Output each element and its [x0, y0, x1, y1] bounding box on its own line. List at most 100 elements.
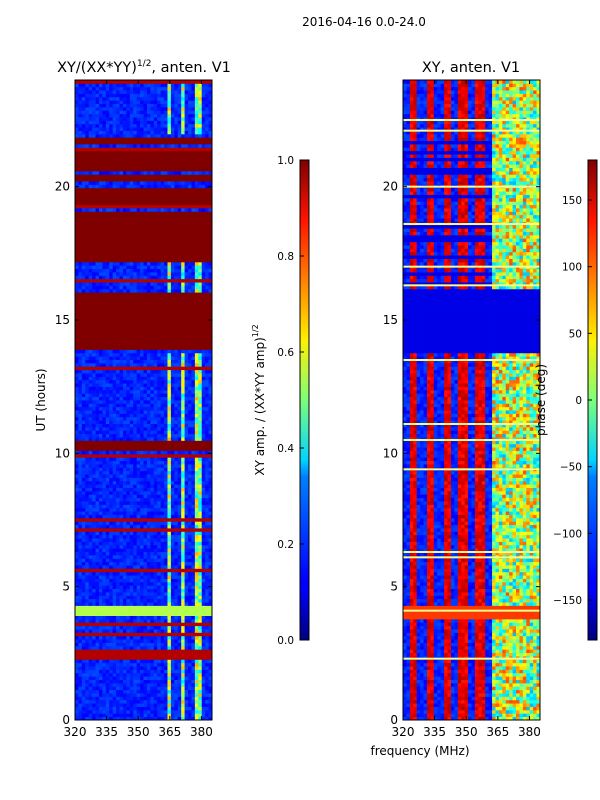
ratio-heat-cell — [129, 548, 134, 552]
ratio-heat-cell — [129, 477, 134, 482]
ratio-heat-cell — [109, 666, 114, 670]
ratio-heat-cell — [85, 608, 90, 613]
ratio-heat-cell — [177, 622, 182, 627]
ratio-heat-cell — [181, 534, 185, 539]
ratio-heat-cell — [208, 396, 213, 401]
ratio-heat-cell — [88, 420, 93, 424]
ratio-heat-cell — [170, 339, 175, 344]
ratio-heat-cell — [92, 602, 96, 606]
ratio-heat-cell — [198, 453, 203, 458]
ratio-heat-cell — [95, 645, 100, 650]
ratio-heat-cell — [157, 625, 162, 630]
ratio-heat-cell — [167, 487, 172, 492]
ratio-heat-cell — [75, 443, 79, 448]
ratio-heat-cell — [78, 346, 83, 350]
ratio-heat-cell — [194, 716, 199, 721]
ratio-heat-cell — [105, 416, 110, 421]
ratio-heat-cell — [146, 373, 151, 377]
ratio-heat-cell — [143, 470, 148, 475]
ratio-heat-cell — [167, 568, 172, 573]
ratio-heat-cell — [143, 312, 148, 317]
ratio-heat-cell — [167, 565, 172, 569]
ratio-heat-cell — [198, 693, 203, 697]
ratio-heat-cell — [109, 403, 114, 408]
ratio-heat-cell — [188, 528, 192, 532]
ratio-heat-cell — [95, 672, 100, 677]
ratio-heat-cell — [191, 430, 196, 435]
ratio-heat-cell — [188, 477, 192, 482]
ratio-heat-cell — [88, 571, 93, 576]
ratio-heat-cell — [85, 565, 90, 569]
ratio-heat-cell — [157, 460, 162, 465]
ratio-heat-cell — [146, 581, 151, 586]
ratio-heat-cell — [188, 359, 192, 364]
ratio-heat-cell — [126, 615, 131, 620]
ratio-heat-cell — [208, 501, 213, 505]
ratio-heat-cell — [164, 541, 168, 546]
ratio-heat-cell — [153, 551, 158, 556]
ratio-heat-cell — [153, 386, 158, 391]
ratio-heat-cell — [92, 369, 96, 374]
ratio-heat-cell — [102, 467, 107, 472]
ratio-heat-cell — [122, 369, 127, 374]
ratio-heat-cell — [150, 531, 155, 536]
ratio-heat-cell — [85, 336, 90, 340]
ratio-heat-cell — [102, 541, 107, 546]
ratio-heat-cell — [133, 645, 138, 650]
ratio-heat-cell — [194, 450, 199, 455]
ratio-heat-cell — [160, 504, 165, 509]
ratio-heat-cell — [112, 477, 117, 482]
ratio-heat-cell — [129, 430, 134, 435]
ratio-heat-cell — [181, 662, 185, 667]
ratio-heat-cell — [194, 659, 199, 664]
ratio-heat-cell — [174, 339, 179, 344]
ratio-heat-cell — [112, 642, 117, 647]
ratio-heat-cell — [164, 615, 168, 620]
ratio-heat-cell — [119, 494, 124, 499]
ratio-heat-cell — [98, 645, 103, 650]
ratio-heat-cell — [81, 336, 86, 340]
ratio-heat-cell — [122, 359, 127, 364]
ratio-heat-cell — [191, 376, 196, 381]
ratio-heat-cell — [174, 490, 179, 495]
ratio-heat-cell — [112, 305, 117, 310]
ratio-heat-cell — [167, 605, 172, 610]
ratio-heat-cell — [157, 565, 162, 569]
ratio-heat-cell — [105, 602, 110, 606]
ratio-heat-cell — [122, 517, 127, 522]
ratio-heat-cell — [126, 507, 131, 512]
ratio-heat-cell — [198, 514, 203, 519]
ratio-heat-cell — [136, 561, 141, 566]
ratio-heat-cell — [102, 386, 107, 391]
ratio-heat-cell — [95, 403, 100, 408]
ratio-heat-cell — [78, 531, 83, 536]
ratio-heat-cell — [85, 615, 90, 620]
ratio-heat-cell — [95, 312, 100, 317]
ratio-heat-cell — [129, 629, 134, 633]
ratio-heat-cell — [150, 548, 155, 552]
ratio-heat-cell — [201, 696, 206, 701]
ratio-heat-cell — [81, 339, 86, 344]
ratio-heat-cell — [153, 672, 158, 677]
ratio-heat-cell — [98, 490, 103, 495]
ratio-heat-cell — [194, 676, 199, 680]
ratio-heat-cell — [160, 342, 165, 347]
ratio-heat-cell — [126, 410, 131, 414]
ratio-heat-cell — [167, 618, 172, 623]
ratio-heat-cell — [191, 608, 196, 613]
ratio-heat-cell — [105, 706, 110, 711]
ratio-heat-cell — [122, 464, 127, 468]
ratio-heat-cell — [88, 447, 93, 451]
ratio-heat-cell — [105, 389, 110, 394]
ratio-heat-cell — [160, 551, 165, 556]
ratio-heat-cell — [150, 699, 155, 704]
ratio-heat-cell — [122, 693, 127, 697]
ratio-heat-cell — [126, 538, 131, 542]
ratio-heat-cell — [116, 598, 120, 603]
ratio-heat-cell — [143, 467, 148, 472]
ratio-heat-cell — [181, 666, 185, 670]
ratio-heat-cell — [116, 548, 120, 552]
ratio-heat-cell — [164, 410, 168, 414]
ratio-heat-cell — [119, 477, 124, 482]
ratio-heat-cell — [126, 689, 131, 694]
